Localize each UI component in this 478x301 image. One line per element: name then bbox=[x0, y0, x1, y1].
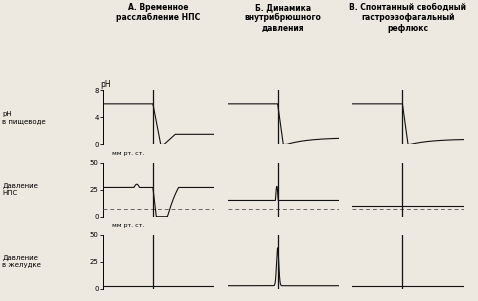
Text: В. Спонтанный свободный
гастроэзофагальный
рефлюкс: В. Спонтанный свободный гастроэзофагальн… bbox=[349, 3, 467, 33]
Text: А. Временное
расслабление НПС: А. Временное расслабление НПС bbox=[116, 3, 201, 23]
Text: pH: pH bbox=[100, 80, 111, 89]
Text: Давление
в желудке: Давление в желудке bbox=[2, 255, 41, 268]
Text: Давление
НПС: Давление НПС bbox=[2, 183, 38, 196]
Text: мм рт. ст.: мм рт. ст. bbox=[112, 223, 144, 228]
Text: мм рт. ст.: мм рт. ст. bbox=[112, 151, 144, 156]
Text: Б. Динамика
внутрибрюшного
давления: Б. Динамика внутрибрюшного давления bbox=[245, 3, 322, 33]
Text: pH
в пищеводе: pH в пищеводе bbox=[2, 111, 46, 124]
